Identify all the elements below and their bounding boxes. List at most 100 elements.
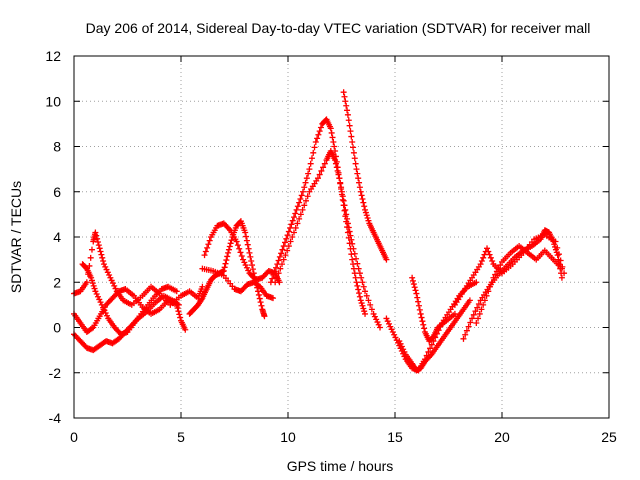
data-point — [107, 274, 114, 281]
data-point — [302, 197, 309, 204]
data-point — [356, 290, 363, 297]
data-point — [332, 160, 339, 167]
data-point — [475, 315, 482, 322]
data-point — [88, 325, 95, 332]
data-point — [293, 206, 300, 213]
data-point — [96, 296, 103, 303]
data-point — [327, 125, 334, 132]
data-point — [279, 246, 286, 253]
data-point — [377, 324, 384, 331]
data-point — [226, 243, 233, 250]
data-point — [108, 277, 115, 284]
data-point — [206, 237, 213, 244]
data-point — [225, 246, 232, 253]
data-point — [304, 193, 311, 200]
data-point — [98, 251, 105, 258]
data-point — [478, 306, 485, 313]
data-point — [344, 107, 351, 114]
y-tick-label: 4 — [53, 229, 61, 245]
data-point — [246, 249, 253, 256]
data-point — [301, 184, 308, 191]
data-point — [354, 282, 361, 289]
data-point — [383, 315, 390, 322]
data-point — [365, 297, 372, 304]
data-point — [396, 342, 403, 349]
data-point — [481, 297, 488, 304]
data-point — [483, 292, 490, 299]
data-point — [394, 339, 401, 346]
data-point — [243, 264, 250, 271]
data-point — [311, 144, 318, 151]
data-point — [341, 93, 348, 100]
data-point — [425, 348, 432, 355]
data-point — [285, 228, 292, 235]
data-point — [320, 164, 327, 171]
data-point — [357, 188, 364, 195]
y-tick-label: 8 — [53, 139, 61, 155]
data-point — [475, 300, 482, 307]
data-point — [409, 274, 416, 281]
data-point — [356, 179, 363, 186]
data-point — [95, 242, 102, 249]
data-point — [392, 334, 399, 341]
data-point — [480, 254, 487, 261]
data-series — [272, 148, 384, 331]
data-point — [347, 232, 354, 239]
data-point — [352, 274, 359, 281]
data-point — [353, 279, 360, 286]
data-point — [258, 302, 265, 309]
data-point — [243, 237, 250, 244]
data-point — [350, 144, 357, 151]
data-point — [290, 229, 297, 236]
data-point — [201, 252, 208, 259]
data-point — [414, 294, 421, 301]
data-series — [71, 286, 189, 336]
data-point — [397, 345, 404, 352]
data-point — [244, 241, 251, 248]
data-point — [350, 245, 357, 252]
y-tick-label: 10 — [45, 93, 61, 109]
data-point — [287, 224, 294, 231]
data-point — [284, 232, 291, 239]
data-point — [245, 245, 252, 252]
data-point — [561, 270, 568, 277]
data-point — [412, 287, 419, 294]
data-point — [348, 236, 355, 243]
data-point — [175, 308, 182, 315]
data-series — [71, 292, 182, 354]
data-point — [94, 235, 101, 242]
data-point — [173, 288, 180, 295]
data-point — [302, 179, 309, 186]
data-point — [228, 237, 235, 244]
data-point — [476, 310, 483, 317]
x-tick-label: 25 — [601, 429, 617, 445]
data-point — [109, 280, 116, 287]
data-point — [93, 291, 100, 298]
data-point — [204, 244, 211, 251]
data-point — [94, 238, 101, 245]
x-axis-label: GPS time / hours — [287, 458, 394, 474]
data-point — [297, 211, 304, 218]
data-point — [480, 301, 487, 308]
data-point — [284, 247, 291, 254]
data-point — [411, 284, 418, 291]
data-point — [90, 282, 97, 289]
data-point — [362, 288, 369, 295]
data-point — [342, 98, 349, 105]
data-point — [99, 254, 106, 261]
data-point — [360, 199, 367, 206]
data-series — [473, 243, 565, 326]
data-point — [361, 308, 368, 315]
data-point — [277, 265, 284, 272]
data-point — [421, 325, 428, 332]
x-tick-label: 15 — [387, 429, 403, 445]
data-point — [467, 319, 474, 326]
data-series — [71, 229, 206, 308]
data-point — [418, 314, 425, 321]
data-point — [273, 264, 280, 271]
data-point — [305, 170, 312, 177]
data-point — [312, 138, 319, 145]
data-point — [299, 188, 306, 195]
data-point — [247, 253, 254, 260]
